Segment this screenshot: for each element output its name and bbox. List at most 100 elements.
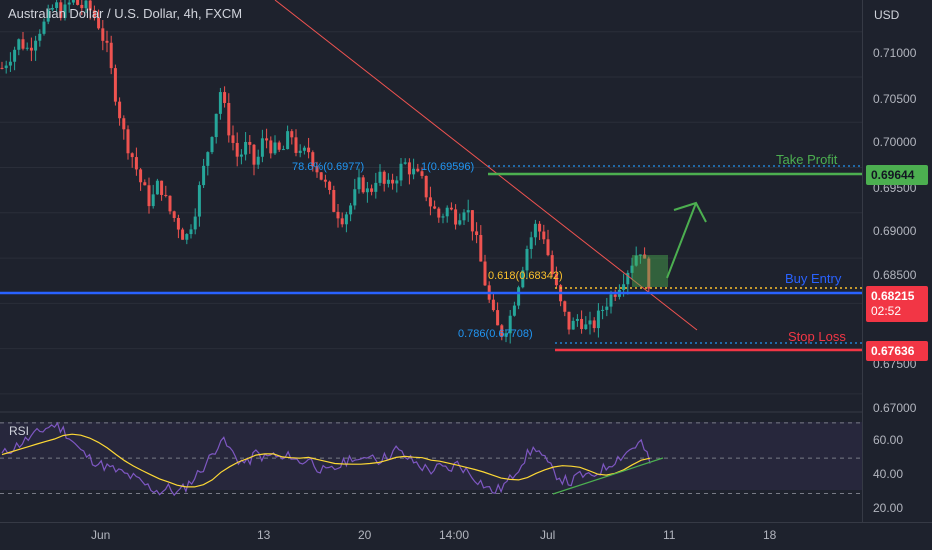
candle-body: [34, 40, 38, 51]
candle-body: [92, 10, 96, 18]
rsi-line: [1, 421, 651, 497]
candle-body: [59, 2, 63, 18]
time-tick: Jun: [91, 528, 111, 542]
candle-body: [323, 179, 327, 182]
price-tick: 0.67000: [873, 401, 917, 415]
price-axis[interactable]: [862, 0, 932, 522]
candle-body: [17, 39, 21, 50]
candle-body: [512, 305, 516, 316]
candle-body: [601, 309, 605, 311]
candle-body: [269, 140, 273, 154]
candle-body: [454, 209, 458, 225]
stop-loss-price-tag[interactable]: 0.67636: [866, 341, 928, 361]
candle-body: [38, 33, 42, 41]
candle-body: [370, 188, 374, 192]
candle-body: [449, 207, 453, 210]
candle-body: [630, 265, 634, 273]
candle-body: [483, 261, 487, 286]
candle-body: [466, 210, 470, 213]
candle-body: [21, 39, 25, 49]
candle-body: [101, 28, 105, 41]
candle-body: [596, 310, 600, 329]
candle-body: [147, 185, 151, 207]
candle-body: [130, 153, 134, 158]
candle-body: [403, 162, 407, 164]
candle-body: [638, 254, 642, 256]
candle-body: [340, 218, 344, 225]
candle-body: [294, 137, 298, 153]
candle-body: [210, 137, 214, 153]
candle-body: [554, 274, 558, 286]
chart-area[interactable]: Australian Dollar / U.S. Dollar, 4h, FXC…: [0, 0, 862, 522]
drawings[interactable]: [0, 0, 862, 352]
up-arrow-icon[interactable]: [666, 201, 707, 279]
take-profit-price-tag[interactable]: 0.69644: [866, 165, 928, 185]
candle-body: [647, 258, 651, 289]
rsi-pane[interactable]: [0, 421, 862, 497]
candle-body: [433, 206, 437, 209]
candle-body: [605, 306, 609, 310]
candle-body: [521, 270, 525, 288]
candle-body: [97, 17, 101, 29]
time-axis[interactable]: [0, 522, 932, 550]
currency-label: USD: [874, 8, 900, 22]
candle-body: [634, 255, 638, 266]
rsi-tick: 60.00: [873, 433, 904, 447]
trendline-descending[interactable]: [274, 0, 698, 331]
fib-786-upper-label: 78.6%(0.6977): [292, 161, 365, 173]
candle-body: [76, 0, 80, 5]
candle-body: [378, 171, 382, 183]
candle-body: [437, 208, 441, 218]
candle-body: [13, 49, 17, 62]
candle-body: [504, 333, 508, 337]
candle-body: [613, 294, 617, 297]
price-chart[interactable]: [0, 0, 862, 522]
candle-body: [563, 301, 567, 312]
candle-body: [626, 272, 630, 285]
candle-body: [252, 144, 256, 165]
candle-body: [155, 180, 159, 195]
candle-body: [151, 194, 155, 207]
candle-body: [181, 229, 185, 240]
candle-body: [118, 101, 122, 119]
candle-body: [298, 150, 302, 153]
candle-body: [496, 310, 500, 326]
candle-body: [223, 92, 227, 103]
candle-body: [458, 220, 462, 225]
price-tick: 0.68500: [873, 268, 917, 282]
buy-entry-label: Buy Entry: [785, 271, 842, 286]
candle-body: [139, 169, 143, 183]
candle-body: [197, 185, 201, 217]
candle-body: [416, 168, 420, 172]
candle-body: [382, 171, 386, 184]
candle-body: [290, 131, 294, 138]
candle-body: [399, 163, 403, 181]
candle-body: [508, 315, 512, 334]
bar-countdown: 02:52: [871, 304, 902, 318]
rsi-ma-line: [1, 433, 651, 488]
candle-body: [479, 235, 483, 262]
entry-zone-box[interactable]: [632, 255, 668, 287]
rsi-label: RSI: [9, 424, 30, 438]
candle-body: [8, 61, 12, 66]
rsi-divergence-line[interactable]: [552, 457, 664, 495]
candle-body: [319, 172, 323, 180]
candle-body: [202, 165, 206, 186]
candle-body: [500, 325, 504, 337]
candle-body: [525, 248, 529, 271]
candle-body: [109, 42, 113, 69]
current-price-tag[interactable]: 0.68215 02:52: [866, 286, 928, 322]
candle-body: [239, 154, 243, 157]
candle-body: [193, 216, 197, 230]
candle-body: [88, 0, 92, 11]
price-tick: 0.69000: [873, 224, 917, 238]
candle-body: [122, 118, 126, 130]
candle-body: [244, 141, 248, 155]
candle-body: [134, 157, 138, 170]
candle-body: [231, 135, 235, 143]
candle-body: [529, 237, 533, 249]
candle-body: [391, 179, 395, 184]
candle-body: [441, 216, 445, 218]
candlestick-series: [0, 0, 651, 344]
candle-body: [176, 217, 180, 230]
